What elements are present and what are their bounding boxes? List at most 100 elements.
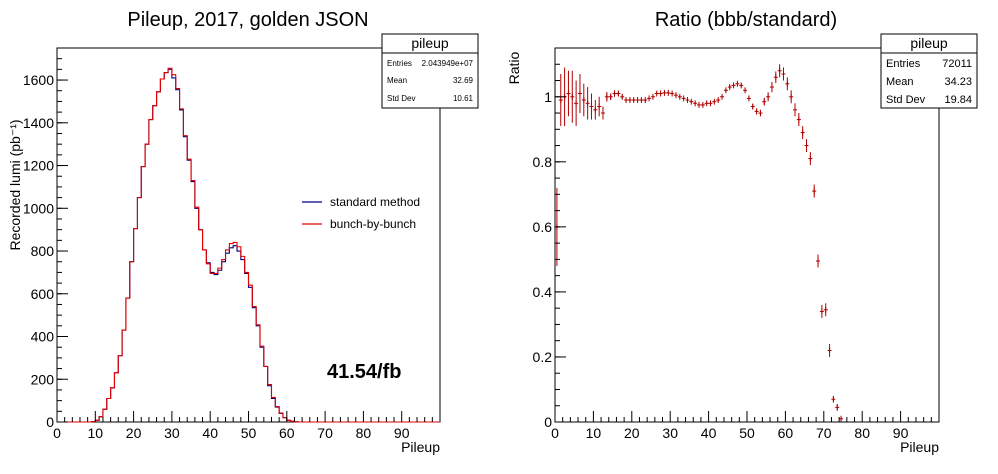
ratio-point: [700, 101, 705, 108]
ratio-point: [762, 97, 767, 106]
bunch-by-bunch-histogram: [57, 67, 440, 423]
ratio-point: [604, 91, 609, 102]
ratio-point: [577, 74, 582, 114]
x-tick-label: 80: [854, 425, 870, 441]
y-tick-label: 0.8: [533, 154, 553, 170]
ratio-point: [670, 90, 675, 97]
ratio-point: [720, 93, 725, 100]
ratio-point: [704, 100, 709, 107]
left-stats-entries-value: 2.043949e+07: [422, 59, 474, 68]
right-y-axis-label: Ratio: [506, 51, 522, 84]
ratio-point: [800, 126, 805, 140]
ratio-point: [608, 93, 613, 101]
x-tick-label: 40: [202, 425, 218, 441]
ratio-point: [666, 89, 671, 96]
y-tick-label: 1600: [23, 72, 54, 88]
left-histograms: [57, 67, 440, 423]
ratio-point: [589, 93, 594, 120]
ratio-point: [804, 139, 809, 153]
ratio-point: [689, 98, 694, 105]
ratio-point: [697, 101, 701, 108]
right-stats-mean-label: Mean: [886, 76, 914, 88]
ratio-point: [658, 90, 663, 97]
x-tick-label: 0: [551, 425, 559, 441]
x-tick-label: 70: [317, 425, 333, 441]
x-tick-label: 0: [53, 425, 61, 441]
right-stats-entries-value: 72011: [942, 58, 972, 70]
ratio-point: [823, 303, 828, 317]
x-tick-label: 20: [126, 425, 142, 441]
left-stats-stddev-value: 10.61: [453, 94, 474, 103]
ratio-point: [685, 97, 690, 104]
y-tick-label: 1: [544, 89, 552, 105]
y-tick-label: 0: [544, 414, 552, 430]
ratio-panel: Ratio (bbb/standard) 0 10 20 30 40 50 60 70 80 90…: [506, 9, 978, 455]
ratio-point: [785, 77, 790, 91]
left-y-axis-label: Recorded lumi (pb⁻¹): [7, 119, 23, 250]
left-stats-mean-value: 32.69: [453, 76, 474, 85]
legend-label-bbb: bunch-by-bunch: [330, 217, 416, 231]
x-tick-label: 90: [893, 425, 909, 441]
ratio-point: [827, 343, 832, 357]
ratio-point: [769, 81, 774, 93]
ratio-point: [570, 70, 575, 123]
ratio-point: [758, 109, 763, 117]
ratio-point: [754, 108, 759, 115]
left-axes: 0 10 20 30 40 50 60 70 80 90 0 200 400 600 800 1000 1200…: [23, 47, 433, 441]
left-chart-title: Pileup, 2017, golden JSON: [127, 9, 368, 31]
y-tick-label: 0.4: [533, 284, 553, 300]
ratio-point: [812, 184, 817, 198]
ratio-point: [808, 152, 813, 166]
y-tick-label: 800: [31, 243, 55, 259]
ratio-point: [654, 90, 659, 97]
ratio-point: [558, 74, 563, 127]
x-tick-label: 30: [164, 425, 180, 441]
ratio-point: [601, 106, 605, 120]
right-axes: 0 10 20 30 40 50 60 70 80 90 0 0.2 0.4 0.6 0.8 1: [533, 47, 932, 441]
left-stats-stddev-label: Std Dev: [387, 94, 415, 103]
right-stats-mean-value: 34.23: [944, 76, 972, 88]
ratio-point: [581, 83, 586, 117]
right-stats-box: pileup Entries 72011 Mean 34.23 Std Dev …: [880, 33, 978, 109]
right-x-axis-label: Pileup: [900, 439, 939, 455]
right-stats-title: pileup: [910, 35, 948, 51]
legend-label-standard: standard method: [330, 195, 420, 209]
ratio-point: [746, 95, 751, 102]
left-stats-mean-label: Mean: [387, 76, 407, 85]
y-tick-label: 1400: [23, 115, 54, 131]
ratio-point: [693, 100, 698, 107]
ratio-point: [816, 254, 821, 268]
y-tick-label: 0.6: [533, 219, 553, 235]
pileup-panel: Pileup, 2017, golden JSON 0 10 20 30 40 50 60 7…: [7, 9, 479, 455]
ratio-point: [789, 90, 794, 104]
ratio-point: [631, 97, 636, 104]
x-tick-label: 80: [356, 425, 372, 441]
x-tick-label: 90: [394, 425, 410, 441]
x-tick-label: 50: [739, 425, 755, 441]
ratio-point: [635, 97, 640, 104]
ratio-point: [781, 67, 786, 81]
ratio-point: [643, 97, 648, 104]
ratio-point: [727, 84, 732, 91]
luminosity-annotation: 41.54/fb: [327, 361, 401, 383]
ratio-point: [624, 97, 629, 104]
ratio-point: [677, 93, 682, 100]
right-stats-stddev-label: Std Dev: [886, 94, 926, 106]
left-stats-box: pileup Entries 2.043949e+07 Mean 32.69 S…: [381, 33, 479, 109]
ratio-point: [766, 92, 771, 102]
ratio-point: [831, 395, 836, 403]
ratio-point: [627, 97, 632, 104]
ratio-point: [773, 71, 778, 84]
left-stats-title: pileup: [411, 35, 449, 51]
ratio-point: [839, 415, 844, 422]
ratio-point: [620, 93, 625, 100]
x-tick-label: 60: [778, 425, 794, 441]
y-tick-label: 0: [46, 414, 54, 430]
y-tick-label: 400: [31, 329, 55, 345]
ratio-point: [712, 98, 717, 105]
ratio-point: [708, 100, 713, 107]
ratio-point: [616, 90, 621, 97]
y-tick-label: 200: [31, 371, 55, 387]
ratio-point: [662, 89, 667, 96]
